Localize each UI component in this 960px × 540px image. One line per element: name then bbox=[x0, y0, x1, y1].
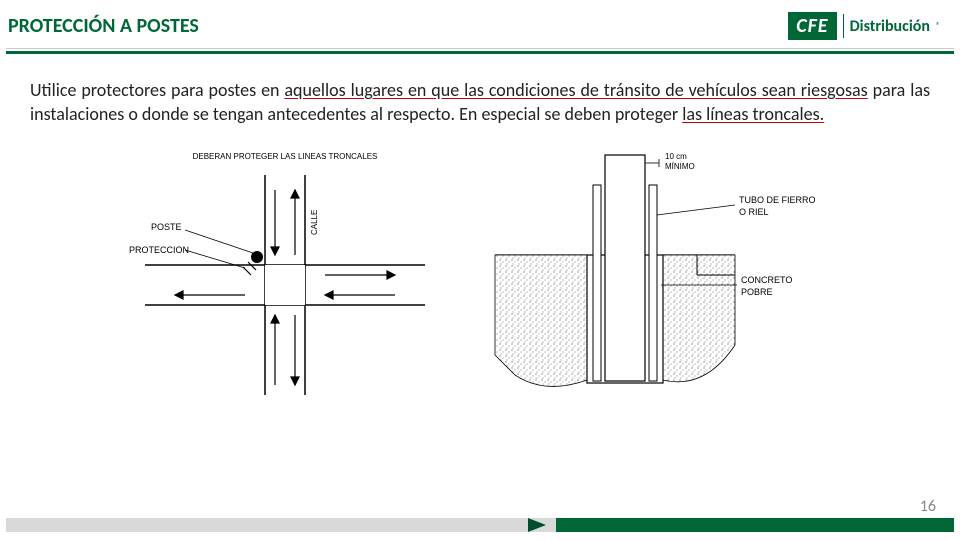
label-poste: POSTE bbox=[151, 222, 182, 232]
body-paragraph: Utilice protectores para postes en aquel… bbox=[30, 78, 930, 127]
footer: 16 bbox=[0, 508, 960, 540]
label-concreto-2: POBRE bbox=[741, 287, 773, 297]
para-underlined-2: las líneas troncales. bbox=[682, 103, 824, 125]
para-underlined-1: aquellos lugares en que las condiciones … bbox=[284, 79, 867, 101]
label-concreto-1: CONCRETO bbox=[741, 275, 792, 285]
footer-bar bbox=[6, 518, 954, 532]
para-text-1: Utilice protectores para postes en bbox=[30, 79, 284, 101]
label-proteccion: PROTECCION bbox=[129, 245, 189, 255]
trademark-icon: ® bbox=[936, 21, 940, 31]
footer-chevron-icon bbox=[528, 518, 546, 532]
label-tubo-1: TUBO DE FIERRO bbox=[739, 195, 816, 205]
label-tubo-2: O RIEL bbox=[739, 207, 769, 217]
diagram-foundation: 10 cm MÍNIMO TUBO DE FIERRO O RIEL CONCR… bbox=[475, 145, 835, 415]
diag-left-title: DEBERAN PROTEGER LAS LINEAS TRONCALES bbox=[193, 152, 378, 161]
logo-separator bbox=[843, 14, 844, 38]
label-calle: CALLE bbox=[310, 209, 319, 234]
diagram-intersection: DEBERAN PROTEGER LAS LINEAS TRONCALES bbox=[125, 145, 445, 415]
page-number: 16 bbox=[920, 497, 936, 516]
label-minimo: MÍNIMO bbox=[665, 162, 695, 171]
label-10cm: 10 cm bbox=[665, 152, 687, 161]
page-title: PROTECCIÓN A POSTES bbox=[8, 14, 199, 38]
brand-logo: CFE Distribución ® bbox=[788, 12, 940, 40]
logo-brand: CFE bbox=[788, 12, 836, 40]
logo-division: Distribución bbox=[850, 17, 930, 36]
